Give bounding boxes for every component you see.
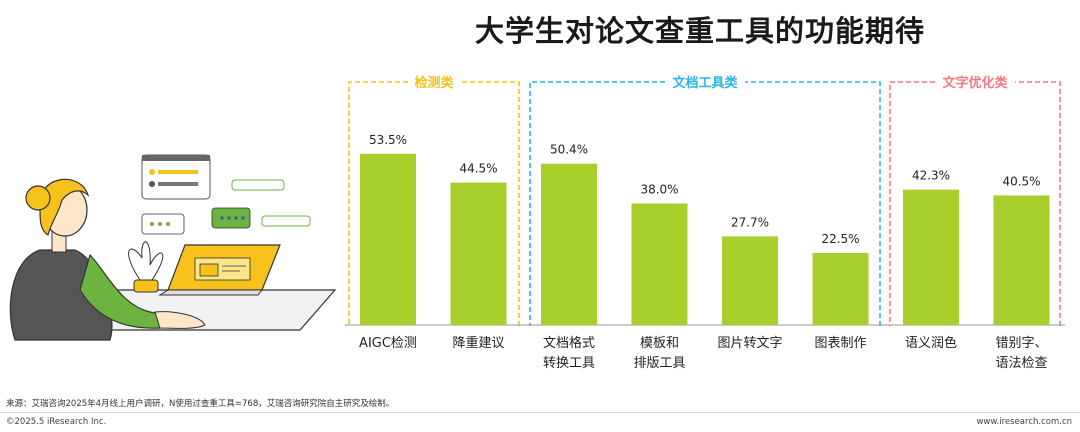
bar-chart: 检测类 文档工具类 文字优化类 53.5% AIGC检测 44.5% 降重建议 50.4% 文档…: [340, 70, 1080, 380]
bar-6: [903, 189, 959, 325]
bar-5: [812, 253, 869, 325]
category-label-5-0: 图表制作: [814, 336, 866, 351]
category-label-7-1: 语法检查: [995, 356, 1047, 371]
source-note: 来源：艾瑞咨询2025年4月线上用户调研，N使用过查重工具=768，艾瑞咨询研究…: [6, 399, 395, 409]
bar-value-label-1: 44.5%: [459, 162, 497, 176]
bar-value-label-2: 50.4%: [550, 143, 588, 157]
copyright: ©2025.5 iResearch Inc.: [6, 417, 107, 427]
group-box-1: [529, 81, 881, 326]
category-label-3-1: 排版工具: [633, 356, 685, 371]
category-label-2-0: 文档格式: [543, 335, 595, 351]
bar-0: [360, 153, 416, 325]
website-link: www.iresearch.com.cn: [976, 417, 1072, 427]
category-label-3-0: 模板和: [640, 336, 679, 351]
category-label-0-0: AIGC检测: [359, 336, 417, 351]
bar-value-label-5: 22.5%: [821, 232, 859, 246]
footer-divider: [0, 412, 1080, 413]
bar-value-label-6: 42.3%: [912, 169, 950, 183]
student-laptop-illustration: [0, 140, 345, 355]
category-label-6-0: 语义润色: [905, 335, 957, 351]
bar-2: [541, 163, 597, 325]
bar-3: [631, 203, 688, 325]
category-label-1-0: 降重建议: [452, 335, 504, 351]
category-label-7-0: 错别字、: [995, 336, 1047, 351]
bar-value-label-0: 53.5%: [369, 133, 407, 147]
category-label-4-0: 图片转文字: [717, 336, 782, 351]
group-box-2: [889, 81, 1061, 326]
chart-title: 大学生对论文查重工具的功能期待: [474, 14, 925, 48]
group-label-2: 文字优化类: [942, 75, 1008, 91]
group-box-0: [348, 81, 520, 326]
bar-1: [450, 182, 507, 325]
group-label-1: 文档工具类: [672, 75, 738, 91]
bar-value-label-3: 38.0%: [640, 182, 678, 196]
category-label-2-1: 转换工具: [543, 356, 595, 371]
chart-canvas: 检测类 文档工具类 文字优化类 53.5% AIGC检测 44.5% 降重建议 50.4% 文档…: [345, 75, 1065, 371]
group-label-0: 检测类: [414, 75, 454, 91]
bar-value-label-7: 40.5%: [1002, 174, 1040, 188]
bar-4: [722, 236, 778, 325]
bar-value-label-4: 27.7%: [731, 215, 769, 229]
bar-7: [993, 195, 1050, 325]
